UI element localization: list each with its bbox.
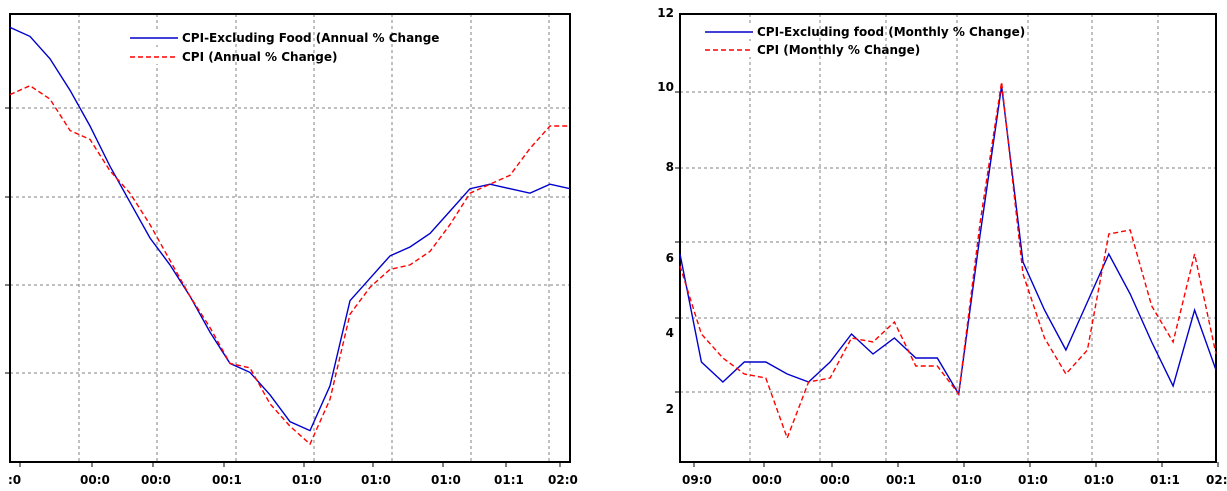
y-tick-label: 4 (666, 326, 674, 340)
x-tick-label: 01:1 (494, 473, 524, 487)
y-tick-label: 12 (657, 6, 674, 20)
x-tick-label: 01:0 (952, 473, 982, 487)
x-tick-label: 00:0 (820, 473, 850, 487)
x-tick-label: 00:1 (886, 473, 916, 487)
series-line-2 (679, 81, 1217, 441)
x-tick-label: 01:0 (1084, 473, 1114, 487)
x-tick-label: 00:0 (141, 473, 171, 487)
plot-frame (9, 13, 571, 463)
x-tick-label: 00:0 (752, 473, 782, 487)
legend-label: CPI (Annual % Change) (182, 50, 337, 64)
chart-2: 09:0 00:0 00:0 00:1 01:0 01:0 01:0 01:1 02:0 2 4 6 8… (657, 6, 1227, 487)
y-tick-label: 2 (666, 402, 674, 416)
x-tick-label: :0 (8, 473, 21, 487)
legend-label: CPI-Excluding food (Monthly % Change) (757, 25, 1025, 39)
x-tick-label: 09:0 (682, 473, 712, 487)
y-tick-label: 8 (666, 160, 674, 174)
x-tick-label: 02:0 (548, 473, 578, 487)
x-tick-label: 01:0 (431, 473, 461, 487)
legend: CPI-Excluding Food (Annual % Change CPI (… (126, 31, 439, 64)
series-line-1 (9, 26, 571, 432)
legend-label: CPI-Excluding Food (Annual % Change (182, 31, 439, 45)
legend: CPI-Excluding food (Monthly % Change) CPI… (701, 25, 1025, 57)
series-line-2 (9, 84, 570, 446)
chart-1: :0 00:0 00:0 00:1 01:0 01:0 01:0 01:1 02:0 CPI-Ex… (5, 13, 578, 487)
y-tick-label: 10 (657, 80, 674, 94)
x-tick-label: 01:0 (1018, 473, 1048, 487)
x-tick-label: 01:0 (292, 473, 322, 487)
x-tick-label: 01:0 (361, 473, 391, 487)
x-tick-label: 00:1 (212, 473, 242, 487)
x-tick-label: 01:1 (1150, 473, 1180, 487)
y-tick-label: 6 (666, 251, 674, 265)
x-tick-label: 00:0 (80, 473, 110, 487)
plot-frame (679, 13, 1217, 463)
x-tick-label: 02:0 (1206, 473, 1227, 487)
series-line-1 (679, 85, 1217, 397)
legend-label: CPI (Monthly % Change) (757, 43, 920, 57)
